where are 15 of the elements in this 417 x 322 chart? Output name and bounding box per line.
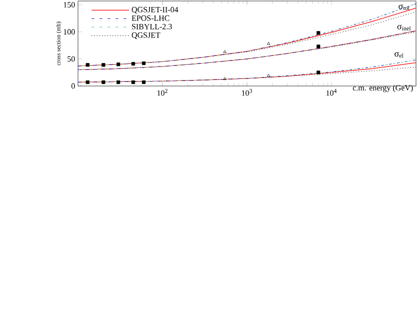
x-tick-label: 10$^{2}$ — [157, 88, 168, 96]
legend-label: EPOS-LHC — [132, 15, 170, 21]
legend-label: QGSJET — [132, 32, 160, 40]
legend-label: QGSJET-II-04 — [132, 6, 178, 14]
legend-label: SIBYLL-2.3 — [132, 24, 172, 30]
x-tick-label: 10$^{3}$ — [242, 88, 252, 96]
y-tick-label: 50 — [68, 56, 75, 62]
y-tick-label: 0 — [71, 83, 75, 89]
x-axis-title: c.m. energy (GeV) — [352, 84, 413, 92]
annotation: σ$_{tot}$ — [398, 4, 410, 10]
x-tick-label: 10$^{4}$ — [326, 88, 337, 96]
y-tick-label: 100 — [64, 29, 75, 35]
annotation: σ$_{inel}$ — [397, 24, 411, 30]
y-tick-label: 150 — [64, 2, 75, 8]
annotation: σ$_{el}$ — [394, 52, 404, 58]
